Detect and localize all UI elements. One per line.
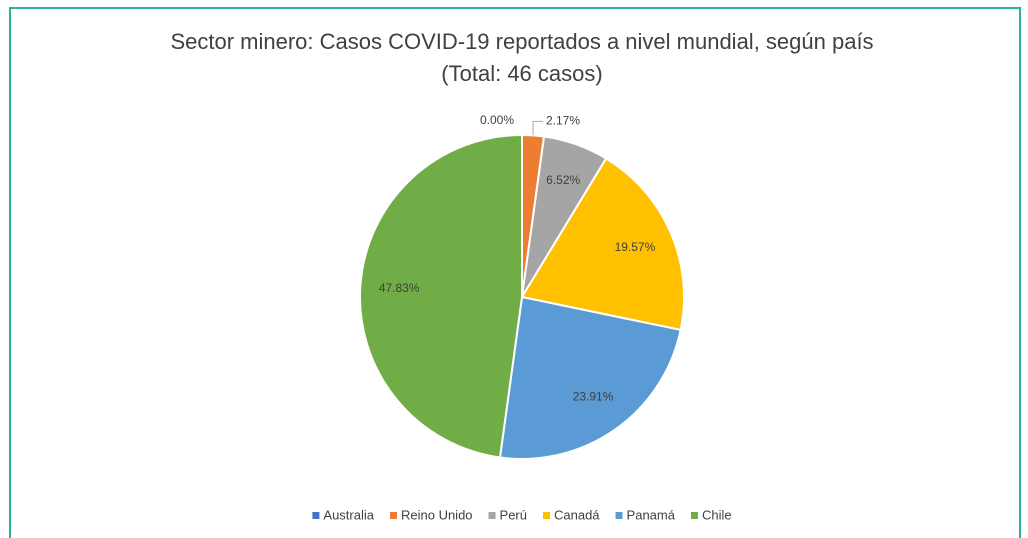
legend-label: Chile [702, 507, 732, 522]
chart-title: Sector minero: Casos COVID-19 reportados… [170, 29, 873, 54]
legend-swatch [615, 512, 623, 519]
pie-slice [520, 157, 685, 332]
legend-label: Panamá [627, 507, 676, 522]
chart-subtitle: (Total: 46 casos) [441, 61, 602, 86]
legend-swatch [389, 512, 397, 519]
data-label: 19.57% [615, 240, 656, 254]
data-label: 6.52% [546, 173, 580, 187]
legend-label: Australia [323, 507, 374, 522]
legend-swatch [312, 512, 320, 519]
legend-label: Reino Unido [401, 507, 473, 522]
legend-swatch [690, 512, 698, 519]
data-label: 2.17% [546, 114, 580, 128]
data-label: 0.00% [480, 113, 514, 127]
legend-label: Canadá [554, 507, 600, 522]
pie-slice [498, 295, 682, 460]
legend-swatch [488, 512, 496, 519]
frame [9, 7, 1021, 538]
legend-label: Perú [500, 507, 527, 522]
data-label: 47.83% [379, 281, 420, 295]
leader-line [532, 120, 543, 136]
data-label: 23.91% [573, 390, 614, 404]
pie-slice [358, 133, 523, 459]
legend-swatch [543, 512, 550, 519]
